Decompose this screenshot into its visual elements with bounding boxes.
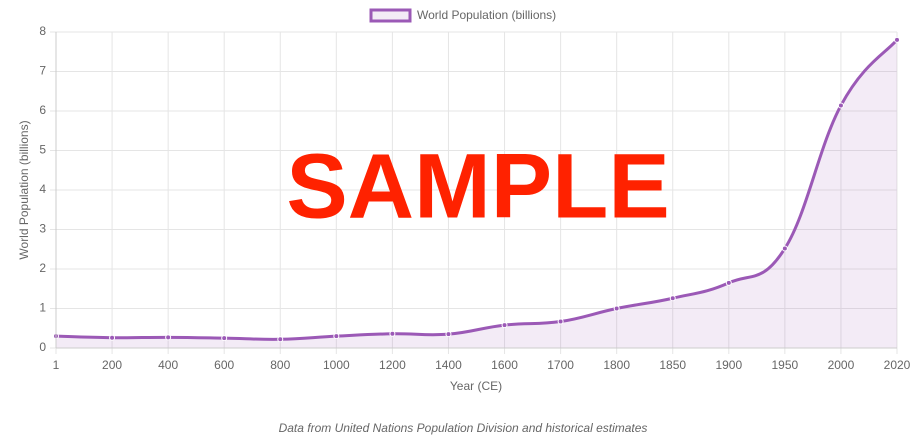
y-tick-label: 6 (39, 103, 46, 117)
x-tick-label: 1800 (603, 358, 630, 372)
y-tick-label: 2 (39, 261, 46, 275)
legend-swatch (369, 8, 412, 23)
x-tick-label: 1 (53, 358, 60, 372)
y-tick-label: 8 (39, 24, 46, 38)
point (333, 333, 340, 340)
point (837, 102, 844, 109)
y-tick-label: 4 (39, 182, 46, 196)
x-tick-label: 1200 (379, 358, 406, 372)
x-tick-label: 800 (270, 358, 290, 372)
y-tick-label: 5 (39, 143, 46, 157)
x-tick-label: 2020 (884, 358, 911, 372)
x-tick-label: 400 (158, 358, 178, 372)
point (109, 334, 116, 341)
y-tick-label: 0 (39, 340, 46, 354)
point (557, 318, 564, 325)
y-axis-title: World Population (billions) (17, 120, 31, 259)
point (781, 245, 788, 252)
x-tick-label: 600 (214, 358, 234, 372)
x-tick-label: 1000 (323, 358, 350, 372)
area (56, 39, 897, 349)
x-tick-label: 1850 (659, 358, 686, 372)
point (277, 336, 284, 343)
y-tick-label: 1 (39, 301, 46, 315)
x-axis-title: Year (CE) (450, 379, 502, 393)
x-tick-label: 1400 (435, 358, 462, 372)
watermark: SAMPLE (286, 135, 669, 237)
point (725, 279, 732, 286)
point (613, 305, 620, 312)
point (669, 295, 676, 302)
point (445, 331, 452, 338)
x-tick-label: 1600 (491, 358, 518, 372)
point (894, 36, 900, 43)
x-tick-label: 1900 (715, 358, 742, 372)
x-tick-label: 1950 (772, 358, 799, 372)
point (389, 330, 396, 337)
legend: World Population (billions) (369, 8, 556, 23)
point (501, 322, 508, 329)
x-tick-label: 200 (102, 358, 122, 372)
legend-label: World Population (billions) (417, 8, 556, 22)
point (221, 335, 228, 342)
y-tick-label: 7 (39, 64, 46, 78)
point (165, 334, 172, 341)
caption: Data from United Nations Population Divi… (279, 421, 648, 435)
y-tick-label: 3 (39, 222, 46, 236)
x-tick-label: 2000 (828, 358, 855, 372)
x-tick-label: 1700 (547, 358, 574, 372)
